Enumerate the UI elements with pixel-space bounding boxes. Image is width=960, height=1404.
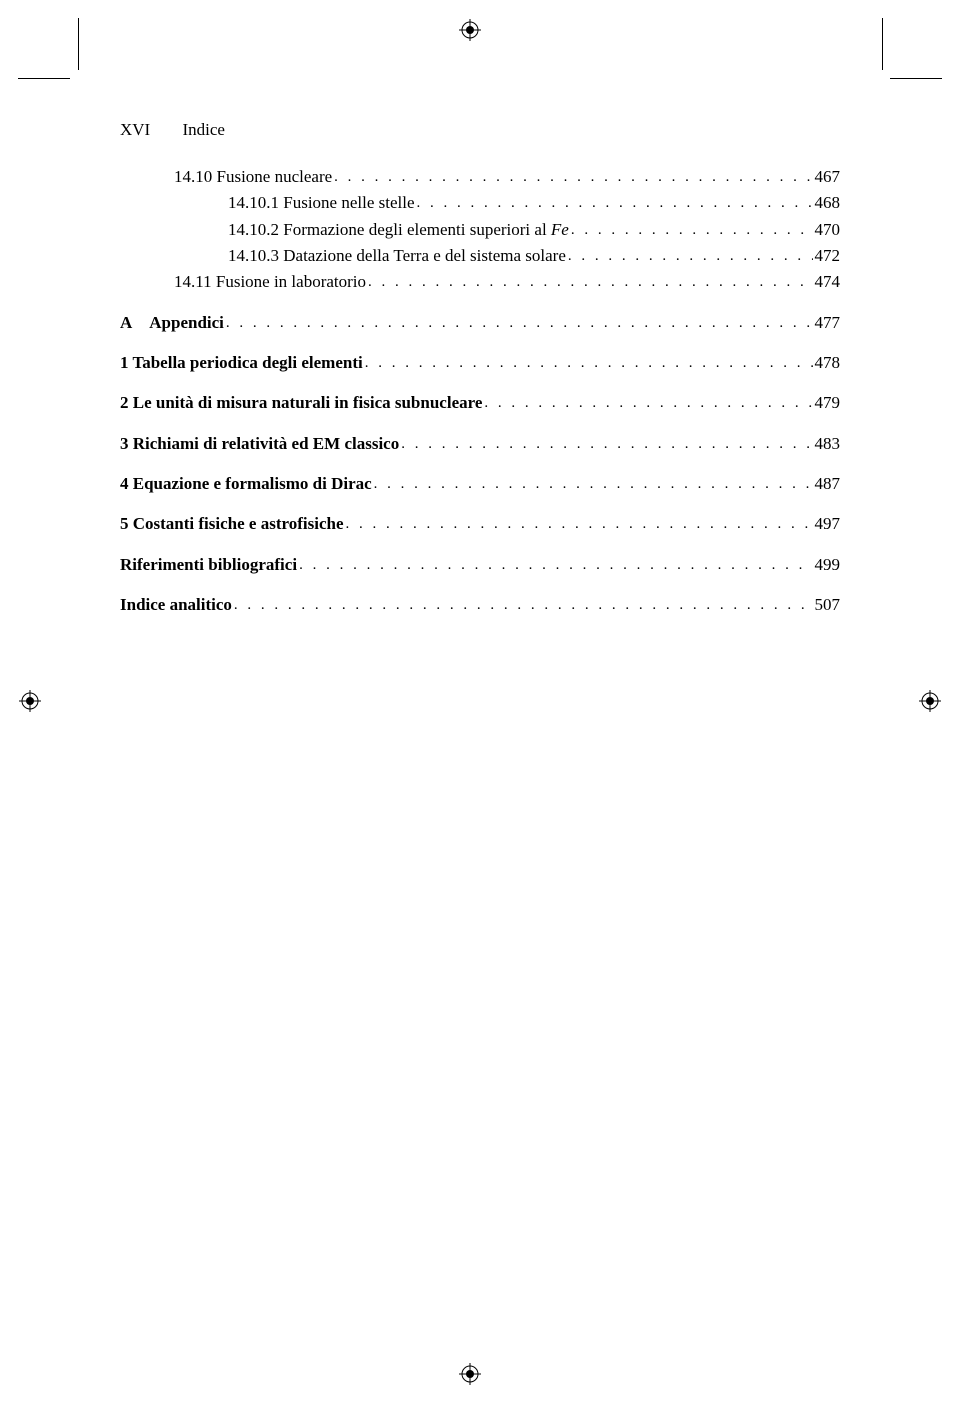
toc-entry-page: 467 xyxy=(815,164,841,190)
toc-entry-page: 478 xyxy=(815,350,841,376)
toc-entry-page: 507 xyxy=(815,592,841,618)
toc-entry: 14.10.1 Fusione nelle stelle . . . . . .… xyxy=(120,190,840,216)
toc-entry-page: 483 xyxy=(815,431,841,457)
toc-entry: 14.10 Fusione nucleare . . . . . . . . .… xyxy=(120,164,840,190)
toc-entry-label: Riferimenti bibliografici xyxy=(120,552,297,578)
toc-entry-page: 487 xyxy=(815,471,841,497)
toc-entry: 14.10.3 Datazione della Terra e del sist… xyxy=(120,243,840,269)
page-number: XVI xyxy=(120,120,150,139)
toc-leader-dots: . . . . . . . . . . . . . . . . . . . . … xyxy=(234,594,813,617)
toc-entry-page: 472 xyxy=(815,243,841,269)
toc-entry: A Appendici . . . . . . . . . . . . . . … xyxy=(120,310,840,336)
toc-entry-page: 470 xyxy=(815,217,841,243)
toc-entry: 3 Richiami di relatività ed EM classico … xyxy=(120,431,840,457)
toc-entry: 2 Le unità di misura naturali in fisica … xyxy=(120,390,840,416)
toc-entry: 4 Equazione e formalismo di Dirac . . . … xyxy=(120,471,840,497)
toc-leader-dots: . . . . . . . . . . . . . . . . . . . . … xyxy=(368,271,812,294)
toc-entry-label: 5 Costanti fisiche e astrofisiche xyxy=(120,511,344,537)
toc-leader-dots: . . . . . . . . . . . . . . . . . . . . … xyxy=(484,392,812,415)
toc-entry-label: 14.11 Fusione in laboratorio xyxy=(174,269,366,295)
toc-leader-dots: . . . . . . . . . . . . . . . . . . . . … xyxy=(346,513,813,536)
toc-entry: 1 Tabella periodica degli elementi . . .… xyxy=(120,350,840,376)
registration-mark xyxy=(19,690,41,712)
toc-entry-label: 1 Tabella periodica degli elementi xyxy=(120,350,363,376)
toc-leader-dots: . . . . . . . . . . . . . . . . . . . . … xyxy=(374,473,813,496)
toc-entry-label: A Appendici xyxy=(120,310,224,336)
toc-entry-label: 4 Equazione e formalismo di Dirac xyxy=(120,471,372,497)
toc-entry-label: 14.10.3 Datazione della Terra e del sist… xyxy=(228,243,566,269)
crop-mark xyxy=(890,78,942,79)
toc-entry-label: 3 Richiami di relatività ed EM classico xyxy=(120,431,399,457)
toc-entry: Indice analitico . . . . . . . . . . . .… xyxy=(120,592,840,618)
toc-entry: Riferimenti bibliografici . . . . . . . … xyxy=(120,552,840,578)
toc-leader-dots: . . . . . . . . . . . . . . . . . . . . … xyxy=(571,219,813,242)
toc-leader-dots: . . . . . . . . . . . . . . . . . . . . … xyxy=(401,433,812,456)
toc-entry-page: 468 xyxy=(815,190,841,216)
toc-entry-label: 2 Le unità di misura naturali in fisica … xyxy=(120,390,482,416)
toc-leader-dots: . . . . . . . . . . . . . . . . . . . . … xyxy=(417,192,813,215)
toc-entry-page: 499 xyxy=(815,552,841,578)
toc-entry: 14.10.2 Formazione degli elementi superi… xyxy=(120,217,840,243)
toc-entry-page: 479 xyxy=(815,390,841,416)
toc-leader-dots: . . . . . . . . . . . . . . . . . . . . … xyxy=(568,245,813,268)
toc-leader-dots: . . . . . . . . . . . . . . . . . . . . … xyxy=(334,166,812,189)
registration-mark xyxy=(919,690,941,712)
toc-entry-page: 477 xyxy=(815,310,841,336)
table-of-contents: 14.10 Fusione nucleare . . . . . . . . .… xyxy=(120,164,840,618)
toc-leader-dots: . . . . . . . . . . . . . . . . . . . . … xyxy=(365,352,813,375)
toc-entry-label: Indice analitico xyxy=(120,592,232,618)
running-head: XVI Indice xyxy=(120,120,840,140)
page-body: XVI Indice 14.10 Fusione nucleare . . . … xyxy=(120,120,840,618)
running-title: Indice xyxy=(182,120,224,139)
toc-entry-page: 474 xyxy=(815,269,841,295)
registration-mark xyxy=(459,1363,481,1385)
toc-entry-page: 497 xyxy=(815,511,841,537)
toc-entry: 5 Costanti fisiche e astrofisiche . . . … xyxy=(120,511,840,537)
registration-mark xyxy=(459,19,481,41)
crop-mark xyxy=(882,18,883,70)
crop-mark xyxy=(78,18,79,70)
toc-entry-label: 14.10.2 Formazione degli elementi superi… xyxy=(228,217,569,243)
toc-entry-label: 14.10 Fusione nucleare xyxy=(174,164,332,190)
toc-entry: 14.11 Fusione in laboratorio . . . . . .… xyxy=(120,269,840,295)
toc-entry-italic-symbol: Fe xyxy=(551,220,569,239)
toc-leader-dots: . . . . . . . . . . . . . . . . . . . . … xyxy=(299,554,812,577)
toc-entry-label: 14.10.1 Fusione nelle stelle xyxy=(228,190,415,216)
crop-mark xyxy=(18,78,70,79)
toc-leader-dots: . . . . . . . . . . . . . . . . . . . . … xyxy=(226,312,813,335)
